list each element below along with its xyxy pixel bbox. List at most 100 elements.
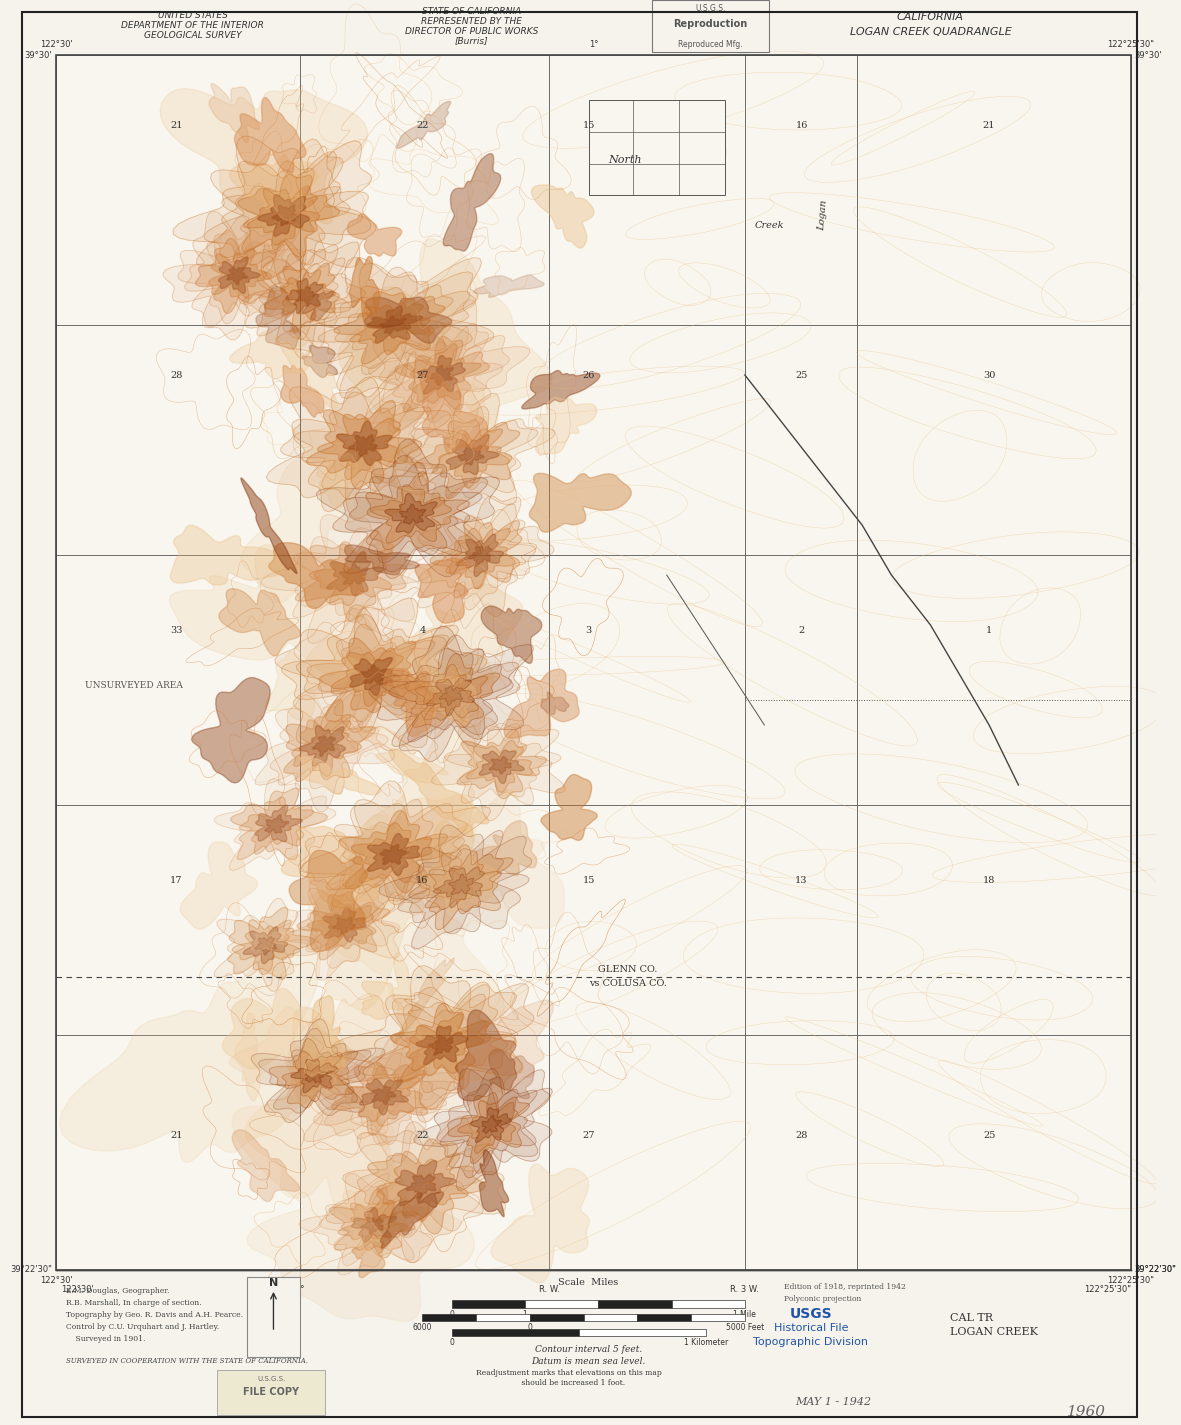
Polygon shape xyxy=(230,788,327,859)
Polygon shape xyxy=(342,1190,383,1254)
Polygon shape xyxy=(385,493,437,533)
Text: DEPARTMENT OF THE INTERIOR: DEPARTMENT OF THE INTERIOR xyxy=(122,20,265,30)
Polygon shape xyxy=(337,420,392,466)
Text: 4: 4 xyxy=(419,626,425,634)
Text: LOGAN CREEK QUADRANGLE: LOGAN CREEK QUADRANGLE xyxy=(849,27,1011,37)
Text: 0: 0 xyxy=(528,1322,533,1332)
Polygon shape xyxy=(319,638,425,712)
Polygon shape xyxy=(430,516,522,598)
Polygon shape xyxy=(243,926,288,963)
Text: LOGAN CREEK: LOGAN CREEK xyxy=(950,1327,1038,1337)
Text: 0: 0 xyxy=(449,1338,455,1347)
Bar xyxy=(56,56,1130,1270)
Polygon shape xyxy=(446,435,500,475)
Text: Readjustment marks that elevations on this map: Readjustment marks that elevations on th… xyxy=(476,1369,661,1377)
Polygon shape xyxy=(457,730,547,799)
Polygon shape xyxy=(327,551,384,596)
Bar xyxy=(476,1314,530,1321)
Text: 1 Kilometer: 1 Kilometer xyxy=(684,1338,727,1347)
Polygon shape xyxy=(170,526,286,584)
Polygon shape xyxy=(299,781,491,929)
Polygon shape xyxy=(444,724,561,805)
Polygon shape xyxy=(390,750,489,836)
Text: 122°25'30": 122°25'30" xyxy=(1084,1285,1130,1294)
Polygon shape xyxy=(252,1019,385,1123)
Polygon shape xyxy=(364,296,452,343)
Polygon shape xyxy=(276,258,494,399)
Polygon shape xyxy=(308,814,504,1032)
Polygon shape xyxy=(222,161,350,265)
Polygon shape xyxy=(314,794,474,1010)
Text: 2: 2 xyxy=(798,626,804,634)
Polygon shape xyxy=(368,316,509,432)
Bar xyxy=(526,1300,599,1308)
Polygon shape xyxy=(318,415,400,480)
Polygon shape xyxy=(285,884,400,969)
Polygon shape xyxy=(184,231,286,323)
Text: 15: 15 xyxy=(582,875,595,885)
Text: U.S.G.S.: U.S.G.S. xyxy=(257,1377,285,1382)
Polygon shape xyxy=(257,245,366,348)
Polygon shape xyxy=(326,799,465,905)
Polygon shape xyxy=(431,718,566,821)
Polygon shape xyxy=(281,269,335,321)
Polygon shape xyxy=(379,636,520,747)
Polygon shape xyxy=(240,797,313,854)
Text: Topographic Division: Topographic Division xyxy=(753,1337,868,1347)
Polygon shape xyxy=(348,435,377,456)
Text: 22: 22 xyxy=(416,1130,429,1140)
Polygon shape xyxy=(456,1010,516,1102)
Text: GLENN CO.: GLENN CO. xyxy=(598,966,658,975)
Polygon shape xyxy=(443,154,501,251)
Text: DIRECTOR OF PUBLIC WORKS: DIRECTOR OF PUBLIC WORKS xyxy=(405,27,539,36)
Text: 6000: 6000 xyxy=(412,1322,432,1332)
Polygon shape xyxy=(268,543,365,608)
Text: North: North xyxy=(608,155,641,165)
Text: Edition of 1918, reprinted 1942: Edition of 1918, reprinted 1942 xyxy=(784,1282,906,1291)
Polygon shape xyxy=(304,1033,471,1163)
Polygon shape xyxy=(415,420,520,499)
Polygon shape xyxy=(270,881,405,980)
Polygon shape xyxy=(541,774,598,841)
Text: 39°30': 39°30' xyxy=(1135,50,1162,60)
Text: 122°30': 122°30' xyxy=(40,1275,72,1285)
Polygon shape xyxy=(350,298,430,355)
Polygon shape xyxy=(489,757,511,774)
Polygon shape xyxy=(468,546,491,566)
Polygon shape xyxy=(256,286,300,349)
Polygon shape xyxy=(368,626,534,761)
Polygon shape xyxy=(267,365,468,519)
Polygon shape xyxy=(332,648,409,707)
Polygon shape xyxy=(541,693,569,714)
Bar xyxy=(588,100,725,195)
Polygon shape xyxy=(255,936,276,955)
Text: E.M. Douglas, Geographer.: E.M. Douglas, Geographer. xyxy=(66,1287,169,1295)
Polygon shape xyxy=(379,315,406,333)
Text: Creek: Creek xyxy=(755,221,784,229)
Polygon shape xyxy=(416,1026,469,1064)
Polygon shape xyxy=(332,1063,428,1136)
Polygon shape xyxy=(398,831,529,932)
Polygon shape xyxy=(269,1039,358,1109)
Polygon shape xyxy=(305,1066,327,1083)
Text: 18: 18 xyxy=(983,875,996,885)
Polygon shape xyxy=(288,993,386,1106)
Polygon shape xyxy=(393,658,476,728)
Text: 22: 22 xyxy=(416,121,429,130)
Polygon shape xyxy=(241,477,296,573)
Polygon shape xyxy=(229,1007,313,1084)
Polygon shape xyxy=(439,687,463,705)
Text: 1 Mile: 1 Mile xyxy=(733,1310,756,1320)
Text: 21: 21 xyxy=(170,1130,183,1140)
Polygon shape xyxy=(350,708,482,876)
Polygon shape xyxy=(456,534,504,577)
Text: Reproduction: Reproduction xyxy=(673,19,748,28)
Polygon shape xyxy=(404,406,539,507)
Polygon shape xyxy=(531,185,594,248)
Polygon shape xyxy=(289,851,367,952)
Polygon shape xyxy=(360,985,516,1107)
Text: 1960: 1960 xyxy=(1068,1405,1107,1419)
Text: 16: 16 xyxy=(795,121,808,130)
Polygon shape xyxy=(265,815,289,834)
Polygon shape xyxy=(204,152,363,279)
